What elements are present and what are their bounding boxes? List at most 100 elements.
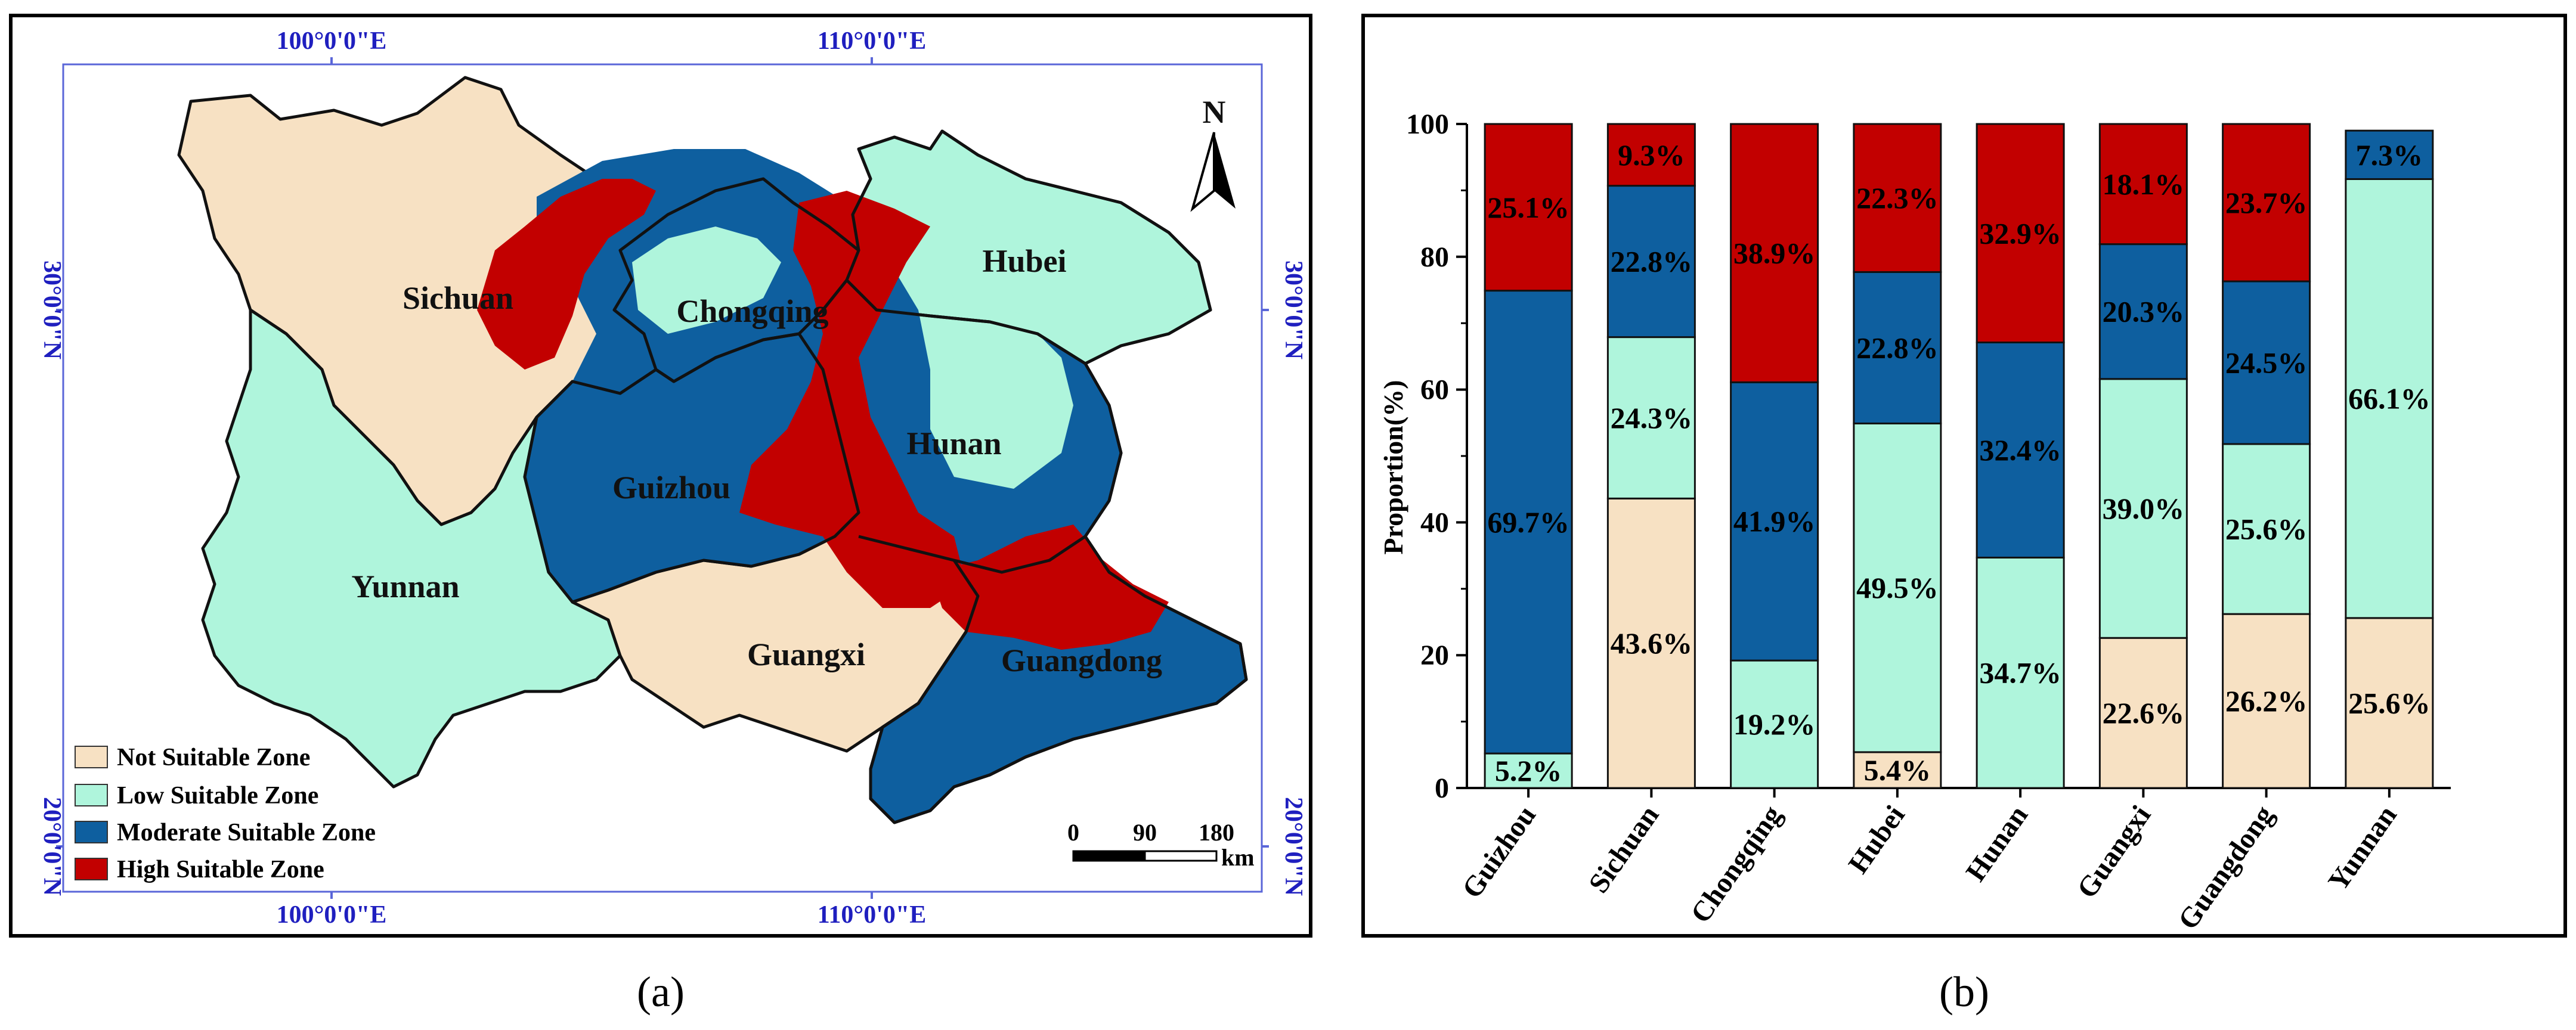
north-label: N [1203, 94, 1226, 130]
legend-swatch-high [75, 858, 108, 880]
data-label: 43.6% [1611, 626, 1693, 660]
legend-label: Moderate Suitable Zone [117, 819, 376, 846]
bar-segment [1484, 290, 1573, 755]
bar-segment [2098, 123, 2188, 246]
coord-top-right: 110°0'0"E [818, 27, 926, 55]
data-label: 9.3% [1618, 138, 1685, 172]
data-label: 32.9% [1979, 216, 2061, 250]
stacked-bar-chart: 0204060801005.2%69.7%25.1%Guizhou43.6%24… [1406, 108, 2451, 935]
coord-bottom-right: 110°0'0"E [818, 901, 926, 929]
bar-segment [1853, 271, 1942, 424]
data-label: 24.3% [1611, 401, 1693, 435]
y-axis-label: Proportion(%) [1378, 380, 1408, 554]
bar-segment [1853, 422, 1942, 753]
province-label: Guangdong [1001, 643, 1162, 678]
bar-segment [2098, 243, 2188, 380]
data-label: 18.1% [2103, 167, 2185, 201]
coord-bottom-left: 100°0'0"E [277, 901, 387, 929]
data-label: 20.3% [2103, 295, 2185, 328]
scale-tick: 90 [1133, 819, 1157, 846]
chart-panel: 0204060801005.2%69.7%25.1%Guizhou43.6%24… [1361, 14, 2567, 938]
data-label: 25.6% [2225, 513, 2308, 546]
bar-segment [1606, 336, 1696, 500]
data-label: 34.7% [1979, 656, 2061, 690]
coord-right-top: 30°0'0"N [1280, 260, 1307, 359]
legend-label: Not Suitable Zone [117, 744, 310, 771]
province-borders [523, 129, 1248, 824]
bar-segment [1853, 123, 1942, 273]
bar-segment [2345, 178, 2434, 619]
province-label: Guizhou [612, 470, 730, 505]
panel-label-b: (b) [1939, 968, 1989, 1016]
north-arrow-icon: N [1190, 94, 1236, 212]
bar-segment [1606, 123, 1696, 187]
bar-segment [1484, 123, 1573, 292]
data-label: 25.6% [2348, 686, 2431, 719]
data-label: 32.4% [1979, 433, 2061, 467]
data-label: 39.0% [2103, 492, 2185, 525]
bar-segment [2222, 123, 2311, 283]
province-label: Chongqing [676, 293, 828, 329]
bar-segment [2222, 443, 2311, 615]
data-label: 22.3% [1856, 181, 1939, 215]
coord-top-left: 100°0'0"E [277, 27, 387, 55]
low-zone-hubei-edge [930, 215, 1193, 334]
data-label: 22.6% [2103, 696, 2185, 730]
data-label: 69.7% [1487, 505, 1569, 539]
scale-bar: 0 90 180 km [1067, 819, 1255, 871]
province-label: Hunan [906, 426, 1001, 461]
legend-swatch-low [75, 784, 108, 806]
low-zone-hunan-core [948, 340, 1061, 477]
data-label: 5.2% [1495, 754, 1562, 787]
bar-segment [2345, 617, 2434, 789]
bar-segment [2345, 129, 2434, 180]
data-label: 7.3% [2356, 138, 2423, 172]
data-label: 5.4% [1864, 753, 1931, 787]
province-label: Hubei [982, 243, 1066, 279]
legend-label: High Suitable Zone [117, 856, 324, 883]
data-label: 22.8% [1856, 331, 1939, 364]
bar-segment [2222, 280, 2311, 445]
bar-segment [1484, 752, 1573, 789]
y-tick-label: 60 [1420, 374, 1449, 406]
province-label: Sichuan [402, 280, 513, 316]
legend-label: Low Suitable Zone [117, 782, 318, 809]
province-label: Yunnan [351, 569, 459, 604]
low-zone-chongqing-core [632, 227, 781, 334]
high-zone-guangdong [930, 525, 1169, 650]
bar-segment [1853, 751, 1942, 789]
high-zone-chongqing-hunan [739, 191, 966, 608]
legend-swatch-moderate [75, 821, 108, 843]
y-tick-label: 20 [1420, 640, 1449, 671]
panel-label-a: (a) [637, 968, 685, 1016]
bar-segment [1606, 497, 1696, 789]
data-label: 22.8% [1611, 245, 1693, 278]
data-label: 26.2% [2225, 684, 2308, 718]
map-panel: 100°0'0"E 110°0'0"E 100°0'0"E 110°0'0"E … [9, 14, 1312, 938]
y-tick-label: 40 [1420, 507, 1449, 538]
bar-segment [1976, 123, 2065, 344]
coord-right-bottom: 20°0'0"N [1280, 797, 1307, 896]
scale-tick: 0 [1067, 819, 1079, 846]
data-label: 24.5% [2225, 346, 2308, 379]
data-label: 19.2% [1733, 708, 1816, 741]
map-legend: Not Suitable Zone Low Suitable Zone Mode… [75, 744, 376, 883]
scale-tick: 180 [1199, 819, 1234, 846]
data-label: 49.5% [1856, 571, 1939, 604]
bar-segment [1730, 659, 1819, 789]
y-tick-label: 80 [1420, 241, 1449, 273]
coord-left-bottom: 20°0'0"N [38, 797, 66, 896]
data-label: 66.1% [2348, 382, 2431, 415]
bar-segment [2098, 378, 2188, 639]
y-tick-label: 0 [1435, 772, 1449, 804]
y-tick-label: 100 [1406, 108, 1449, 140]
bar-segment [1730, 123, 1819, 383]
data-label: 38.9% [1733, 237, 1816, 270]
region-yunnan [201, 308, 622, 789]
bar-segment [1730, 381, 1819, 662]
coord-left-top: 30°0'0"N [38, 260, 66, 359]
bar-segment [1606, 185, 1696, 339]
legend-swatch-not-suitable [75, 746, 108, 768]
data-label: 23.7% [2225, 186, 2308, 219]
